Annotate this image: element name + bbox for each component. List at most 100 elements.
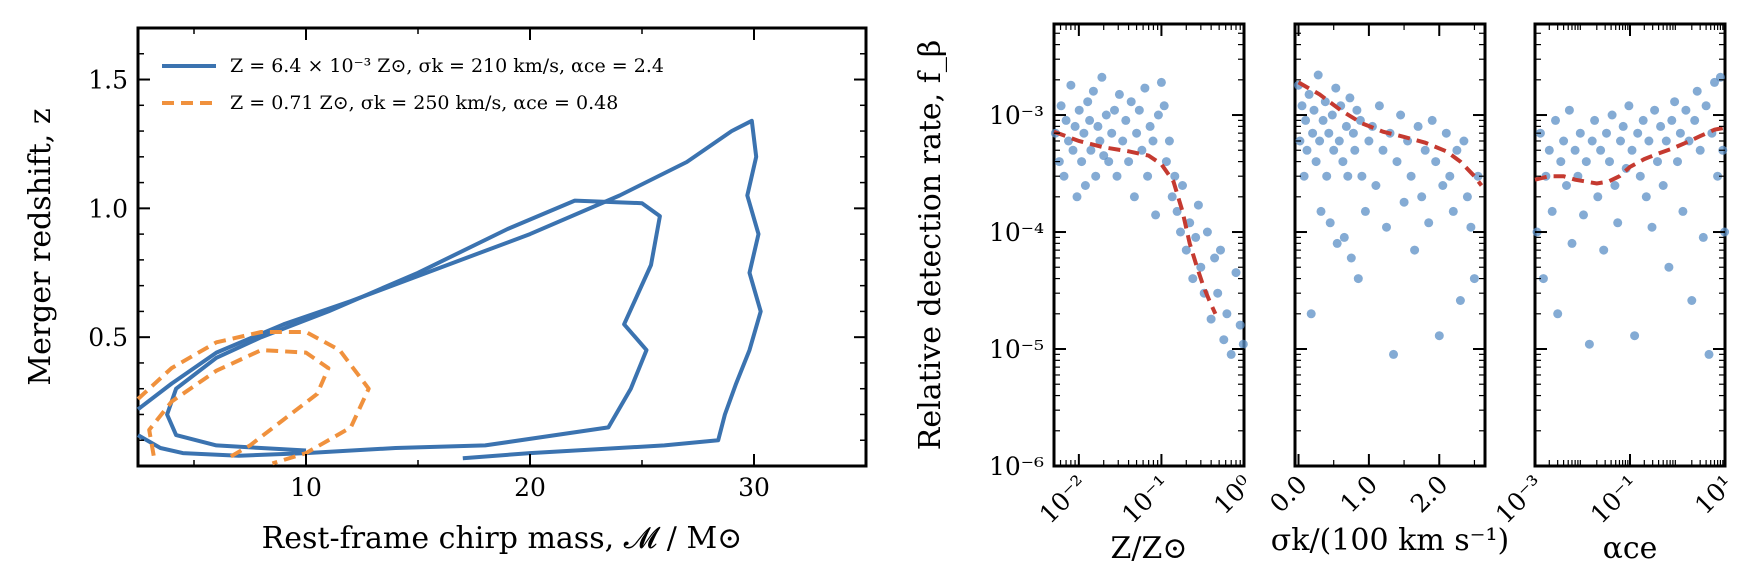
- kick-point: [1352, 105, 1362, 115]
- kick-point: [1399, 197, 1409, 207]
- metallicity-point: [1056, 101, 1066, 111]
- kick-point: [1308, 128, 1318, 138]
- kick-trend-line: [1297, 80, 1484, 187]
- common-envelope-point: [1675, 128, 1685, 138]
- kick-point: [1350, 145, 1360, 155]
- metallicity-point: [1101, 110, 1111, 120]
- common-envelope-point: [1564, 105, 1574, 115]
- metallicity-point: [1099, 151, 1109, 161]
- metallicity-point: [1137, 145, 1147, 155]
- metallicity-point: [1091, 171, 1101, 181]
- kick-point: [1332, 238, 1342, 248]
- common-envelope-point: [1584, 339, 1594, 349]
- common-envelope-point: [1713, 171, 1723, 181]
- common-envelope-point: [1559, 136, 1569, 146]
- kick-point: [1424, 218, 1434, 228]
- kick-point: [1325, 218, 1335, 228]
- kick-plot-frame: [1293, 22, 1487, 468]
- metallicity-point: [1219, 335, 1229, 345]
- common-envelope-x-tick-label: 10¹: [1689, 470, 1739, 520]
- common-envelope-point: [1653, 157, 1662, 167]
- metallicity-point: [1222, 309, 1232, 319]
- metallicity-point: [1235, 320, 1245, 330]
- metallicity-point: [1080, 181, 1090, 190]
- common-envelope-point: [1575, 128, 1585, 138]
- kick-point: [1313, 70, 1323, 80]
- metallicity-point: [1143, 171, 1153, 181]
- kick-point: [1371, 181, 1381, 190]
- metallicity-point: [1145, 121, 1155, 131]
- kick-x-tick-label: 2.0: [1405, 470, 1454, 519]
- common-envelope-point: [1610, 181, 1620, 190]
- common-envelope-point: [1695, 145, 1705, 155]
- kick-point: [1406, 171, 1416, 181]
- common-envelope-point: [1567, 238, 1577, 248]
- common-envelope-point: [1670, 97, 1680, 107]
- alpha-x-axis-label: αce: [1603, 531, 1658, 566]
- metallicity-point: [1140, 83, 1150, 93]
- common-envelope-point: [1616, 136, 1625, 146]
- common-envelope-x-tick-label: 10⁻³: [1490, 470, 1549, 529]
- kick-x-tick-label: 1.0: [1335, 470, 1384, 519]
- common-envelope-point: [1692, 86, 1702, 96]
- metallicity-point: [1167, 192, 1177, 202]
- common-envelope-point: [1715, 72, 1725, 82]
- kick-point: [1438, 181, 1448, 190]
- kick-point: [1473, 171, 1483, 181]
- legend: Z = 6.4 × 10⁻³ Z⊙, σk = 210 km/s, αce = …: [162, 55, 664, 114]
- detection-rate-y-tick-label: 10⁻⁴: [989, 218, 1044, 247]
- kick-point: [1301, 115, 1311, 125]
- contour-x-tick-label: 10: [290, 473, 322, 502]
- metallicity-point: [1132, 128, 1142, 138]
- kick-point: [1410, 245, 1420, 255]
- common-envelope-point: [1641, 192, 1651, 202]
- common-envelope-point: [1593, 192, 1603, 202]
- contour-x-tick-label: 30: [738, 473, 770, 502]
- common-envelope-point: [1681, 105, 1691, 115]
- common-envelope-point: [1602, 128, 1611, 138]
- metallicity-point: [1159, 101, 1169, 111]
- common-envelope-point: [1618, 121, 1628, 131]
- metallicity-point: [1134, 105, 1144, 115]
- common-envelope-point: [1630, 331, 1640, 341]
- metallicity-point: [1074, 105, 1084, 115]
- metallicity-point: [1114, 89, 1124, 99]
- kick-point: [1299, 171, 1309, 181]
- metallicity-point: [1083, 97, 1093, 107]
- metallicity-point: [1210, 253, 1220, 263]
- metallicity-point: [1226, 349, 1236, 359]
- common-envelope-point: [1551, 115, 1560, 125]
- metallicity-x-tick-label: 10⁰: [1208, 470, 1258, 520]
- kick-point: [1315, 136, 1325, 146]
- metallicity-point: [1202, 227, 1212, 237]
- common-envelope-point: [1547, 206, 1557, 216]
- common-envelope-point: [1596, 145, 1606, 155]
- metallicity-point: [1178, 181, 1187, 190]
- kick-point: [1309, 105, 1319, 115]
- kick-point: [1360, 206, 1370, 216]
- kick-point: [1297, 101, 1307, 111]
- metallicity-point: [1231, 268, 1241, 278]
- kick-point: [1382, 222, 1391, 232]
- metallicity-point: [1196, 262, 1206, 272]
- metallicity-point: [1216, 245, 1225, 255]
- metallicity-point: [1104, 157, 1114, 167]
- kick-point: [1327, 110, 1337, 120]
- metallicity-point: [1121, 115, 1131, 125]
- contour-series-1-level-1: [136, 118, 763, 461]
- legend-label-series-1: Z = 6.4 × 10⁻³ Z⊙, σk = 210 km/s, αce = …: [230, 55, 664, 77]
- common-envelope-point: [1690, 115, 1700, 125]
- metallicity-point: [1151, 210, 1161, 220]
- contour-panel: 10 20 30 0.5 1.0 1.5 Z = 6.4 × 10⁻³ Z⊙, σk = …: [23, 26, 868, 556]
- kick-point: [1324, 128, 1334, 138]
- legend-label-series-2: Z = 0.71 Z⊙, σk = 250 km/s, αce = 0.48: [230, 92, 618, 114]
- contour-plot-frame: [136, 26, 868, 468]
- kick-point: [1316, 206, 1326, 216]
- kick-point: [1462, 192, 1472, 202]
- common-envelope-point: [1687, 296, 1697, 305]
- kick-point: [1378, 145, 1388, 155]
- detection-rate-y-tick-label: 10⁻³: [989, 101, 1044, 130]
- kick-point: [1455, 296, 1465, 305]
